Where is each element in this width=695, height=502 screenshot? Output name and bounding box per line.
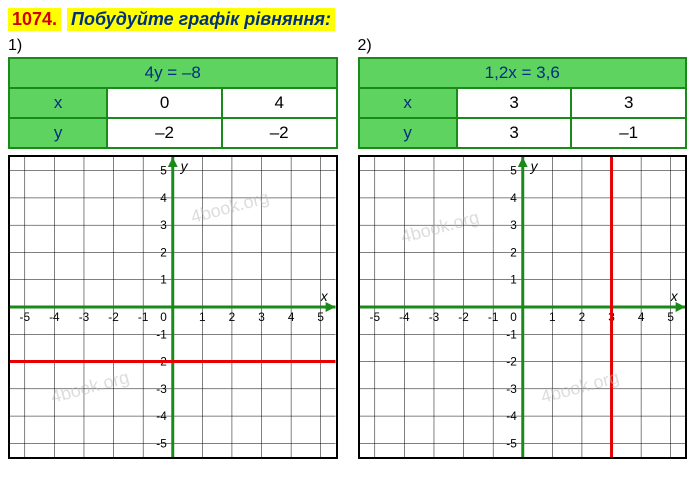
svg-text:-1: -1 <box>487 310 498 324</box>
x-val-0: 3 <box>457 88 572 118</box>
task-text: Побудуйте графік рівняння: <box>67 8 335 31</box>
svg-text:-2: -2 <box>458 310 469 324</box>
svg-text:-4: -4 <box>156 409 167 423</box>
svg-text:4: 4 <box>160 191 167 205</box>
svg-text:2: 2 <box>229 310 236 324</box>
svg-text:4: 4 <box>637 310 644 324</box>
panel-1-table: 4y = –8 x 0 4 y –2 –2 <box>8 57 338 149</box>
svg-text:-2: -2 <box>506 354 517 368</box>
svg-text:-3: -3 <box>156 382 167 396</box>
svg-text:y: y <box>180 158 189 174</box>
svg-text:5: 5 <box>667 310 674 324</box>
svg-text:2: 2 <box>510 245 517 259</box>
panel-2-index: 2) <box>358 37 688 55</box>
x-val-1: 4 <box>222 88 337 118</box>
panel-1: 1) 4y = –8 x 0 4 y –2 –2 -5 -4 -3 -2 -1 1 2 3 4 5… <box>8 37 338 459</box>
svg-text:x: x <box>669 288 678 304</box>
table-row: 1,2x = 3,6 <box>359 58 687 88</box>
svg-text:-5: -5 <box>506 436 517 450</box>
svg-text:4: 4 <box>510 191 517 205</box>
svg-text:x: x <box>320 288 329 304</box>
svg-text:-3: -3 <box>79 310 90 324</box>
svg-text:1: 1 <box>199 310 206 324</box>
panel-2-graph-wrap: -5-4-3-2-112345-5-4-3-2-1123450xy 4book.… <box>358 155 688 459</box>
y-val-1: –1 <box>571 118 686 148</box>
svg-text:-2: -2 <box>108 310 119 324</box>
svg-text:0: 0 <box>160 310 167 324</box>
svg-text:-3: -3 <box>506 382 517 396</box>
svg-text:1: 1 <box>160 273 167 287</box>
table-row: y 3 –1 <box>359 118 687 148</box>
svg-text:1: 1 <box>510 273 517 287</box>
panel-2-graph: -5-4-3-2-112345-5-4-3-2-1123450xy <box>360 157 686 457</box>
svg-text:-5: -5 <box>20 310 31 324</box>
title-row: 1074. Побудуйте графік рівняння: <box>8 8 687 31</box>
svg-text:5: 5 <box>317 310 324 324</box>
svg-text:3: 3 <box>258 310 265 324</box>
panel-1-graph-wrap: -5-4-3-2-112345-5-4-3-2-1123450xy 4book.… <box>8 155 338 459</box>
svg-text:4: 4 <box>288 310 295 324</box>
svg-text:0: 0 <box>510 310 517 324</box>
svg-text:2: 2 <box>160 245 167 259</box>
panel-2-table: 1,2x = 3,6 x 3 3 y 3 –1 <box>358 57 688 149</box>
svg-text:-4: -4 <box>49 310 60 324</box>
x-label: x <box>9 88 107 118</box>
svg-text:-1: -1 <box>156 327 167 341</box>
svg-text:-3: -3 <box>428 310 439 324</box>
task-number: 1074. <box>8 8 61 31</box>
svg-text:3: 3 <box>510 218 517 232</box>
table-row: y –2 –2 <box>9 118 337 148</box>
svg-text:-1: -1 <box>138 310 149 324</box>
table-row: x 0 4 <box>9 88 337 118</box>
y-val-1: –2 <box>222 118 337 148</box>
svg-text:5: 5 <box>510 164 517 178</box>
x-label: x <box>359 88 457 118</box>
svg-text:3: 3 <box>160 218 167 232</box>
svg-text:2: 2 <box>578 310 585 324</box>
panel-1-index: 1) <box>8 37 338 55</box>
y-label: y <box>359 118 457 148</box>
panel-2: 2) 1,2x = 3,6 x 3 3 y 3 –1 -5 -4 -3 -2 -1 1 2 3… <box>358 37 688 459</box>
x-val-0: 0 <box>107 88 222 118</box>
table-row: 4y = –8 <box>9 58 337 88</box>
y-label: y <box>9 118 107 148</box>
equation-cell: 4y = –8 <box>9 58 337 88</box>
svg-text:-1: -1 <box>506 327 517 341</box>
panels: 1) 4y = –8 x 0 4 y –2 –2 -5 -4 -3 -2 -1 1 2 3 4 5… <box>8 37 687 459</box>
svg-text:-5: -5 <box>156 436 167 450</box>
svg-text:y: y <box>529 158 538 174</box>
equation-cell: 1,2x = 3,6 <box>359 58 687 88</box>
svg-text:-4: -4 <box>506 409 517 423</box>
y-val-0: 3 <box>457 118 572 148</box>
svg-text:-5: -5 <box>369 310 380 324</box>
svg-text:1: 1 <box>549 310 556 324</box>
y-val-0: –2 <box>107 118 222 148</box>
x-val-1: 3 <box>571 88 686 118</box>
panel-1-graph: -5-4-3-2-112345-5-4-3-2-1123450xy <box>10 157 336 457</box>
svg-text:5: 5 <box>160 164 167 178</box>
table-row: x 3 3 <box>359 88 687 118</box>
svg-text:-4: -4 <box>399 310 410 324</box>
